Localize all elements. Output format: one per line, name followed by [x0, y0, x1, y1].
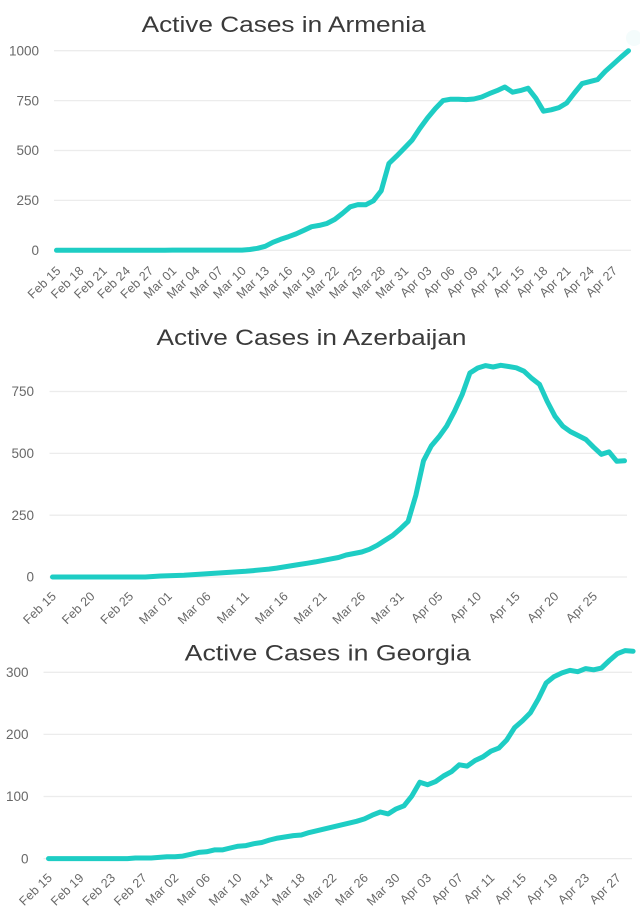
svg-text:750: 750: [11, 384, 34, 399]
svg-text:Active Cases in Azerbaijan: Active Cases in Azerbaijan: [157, 325, 467, 350]
svg-text:1000: 1000: [9, 43, 39, 58]
svg-text:0: 0: [26, 570, 34, 585]
svg-text:0: 0: [31, 243, 39, 258]
svg-text:250: 250: [16, 193, 39, 208]
svg-text:500: 500: [16, 143, 39, 158]
svg-text:100: 100: [6, 789, 29, 804]
svg-text:200: 200: [6, 727, 29, 742]
svg-text:0: 0: [21, 851, 29, 866]
svg-text:750: 750: [16, 93, 39, 108]
svg-text:500: 500: [11, 446, 34, 461]
svg-text:Active Cases in Georgia: Active Cases in Georgia: [185, 641, 472, 666]
svg-text:300: 300: [6, 665, 29, 680]
svg-text:Active Cases in Armenia: Active Cases in Armenia: [142, 12, 427, 37]
svg-text:250: 250: [11, 508, 34, 523]
